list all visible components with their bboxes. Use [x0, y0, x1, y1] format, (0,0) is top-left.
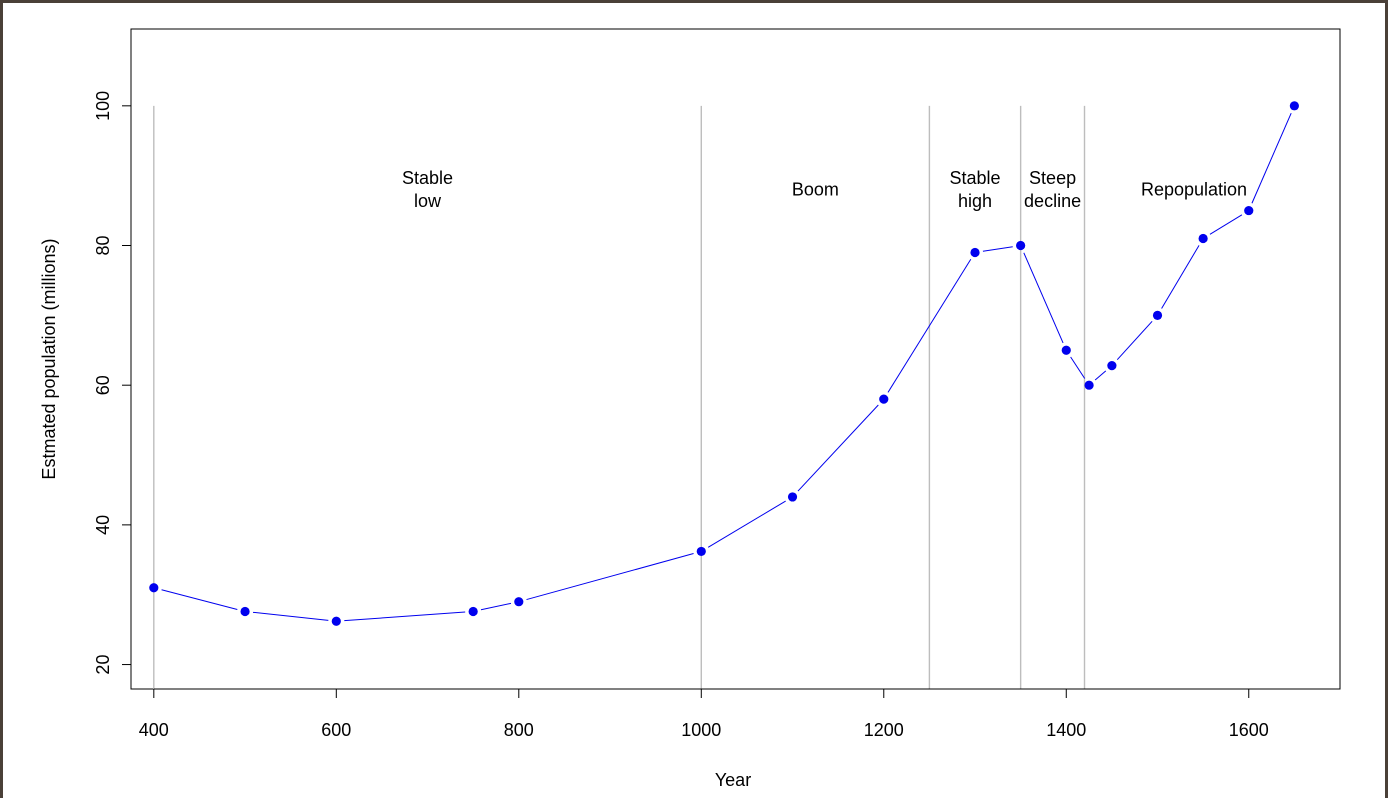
region-label-3-line-0: Steep: [1029, 168, 1076, 188]
region-label-0-line-1: low: [414, 191, 442, 211]
series-segment-14: [1209, 214, 1243, 235]
y-axis-title: Estmated population (millions): [39, 238, 59, 479]
data-point-1300: [970, 247, 980, 258]
data-point-750: [468, 606, 478, 617]
data-point-800: [514, 597, 524, 607]
y-tick-label-60: 60: [93, 375, 113, 395]
series-segment-11: [1094, 370, 1107, 381]
series-segment-6: [797, 404, 879, 492]
x-tick-label-1200: 1200: [864, 720, 904, 740]
x-tick-label-1400: 1400: [1046, 720, 1086, 740]
series-segment-12: [1116, 320, 1153, 361]
x-axis: 400 600 800 1000 1200 1400 1600: [139, 688, 1269, 740]
data-point-400: [149, 583, 159, 593]
y-tick-label-80: 80: [93, 235, 113, 255]
series-segment-1: [252, 611, 329, 621]
series-layer: [149, 101, 1299, 626]
series-segment-3: [480, 602, 512, 611]
region-label-1-line-0: Boom: [792, 180, 839, 200]
series-segment-7: [887, 259, 972, 393]
series-segment-5: [707, 500, 786, 548]
data-point-1350: [1016, 240, 1026, 251]
data-point-1425: [1084, 380, 1094, 390]
data-point-1650: [1289, 101, 1299, 111]
period-labels: Stable low Boom Stable high Steep decline Repop…: [402, 168, 1247, 211]
region-label-2-line-0: Stable: [949, 168, 1000, 188]
data-point-600: [331, 616, 341, 626]
series-segment-15: [1251, 112, 1292, 204]
y-tick-label-100: 100: [93, 91, 113, 121]
y-tick-label-40: 40: [93, 515, 113, 535]
series-segment-0: [161, 589, 238, 610]
region-label-2-line-1: high: [958, 191, 992, 211]
data-point-1400: [1061, 345, 1071, 355]
series-segment-10: [1070, 356, 1086, 379]
region-label-0-line-0: Stable: [402, 168, 453, 188]
x-tick-label-400: 400: [139, 720, 169, 740]
data-point-1600: [1244, 205, 1254, 216]
series-segment-2: [344, 611, 466, 622]
series-segment-9: [1023, 252, 1064, 344]
data-point-1500: [1152, 310, 1163, 320]
data-point-1100: [787, 492, 798, 502]
y-tick-label-20: 20: [93, 655, 113, 675]
series-segment-13: [1161, 245, 1200, 309]
x-tick-label-600: 600: [321, 720, 351, 740]
data-point-500: [240, 606, 250, 617]
x-axis-title: Year: [715, 770, 751, 790]
period-dividers: [153, 105, 1086, 689]
series-segment-4: [526, 553, 694, 601]
population-chart: 400 600 800 1000 1200 1400 1600 20 40 60 80 100 St…: [39, 28, 1341, 790]
data-point-1200: [879, 394, 889, 404]
x-tick-label-1000: 1000: [681, 720, 721, 740]
data-point-1550: [1198, 233, 1208, 244]
region-label-3-line-1: decline: [1024, 191, 1081, 211]
data-point-1450: [1107, 361, 1117, 371]
region-label-4-line-0: Repopulation: [1141, 180, 1247, 200]
series-segment-8: [982, 246, 1013, 252]
x-tick-label-1600: 1600: [1229, 720, 1269, 740]
plot-area-border: [130, 28, 1341, 690]
y-axis: 20 40 60 80 100: [93, 91, 132, 675]
x-tick-label-800: 800: [504, 720, 534, 740]
data-point-1000: [696, 546, 706, 557]
